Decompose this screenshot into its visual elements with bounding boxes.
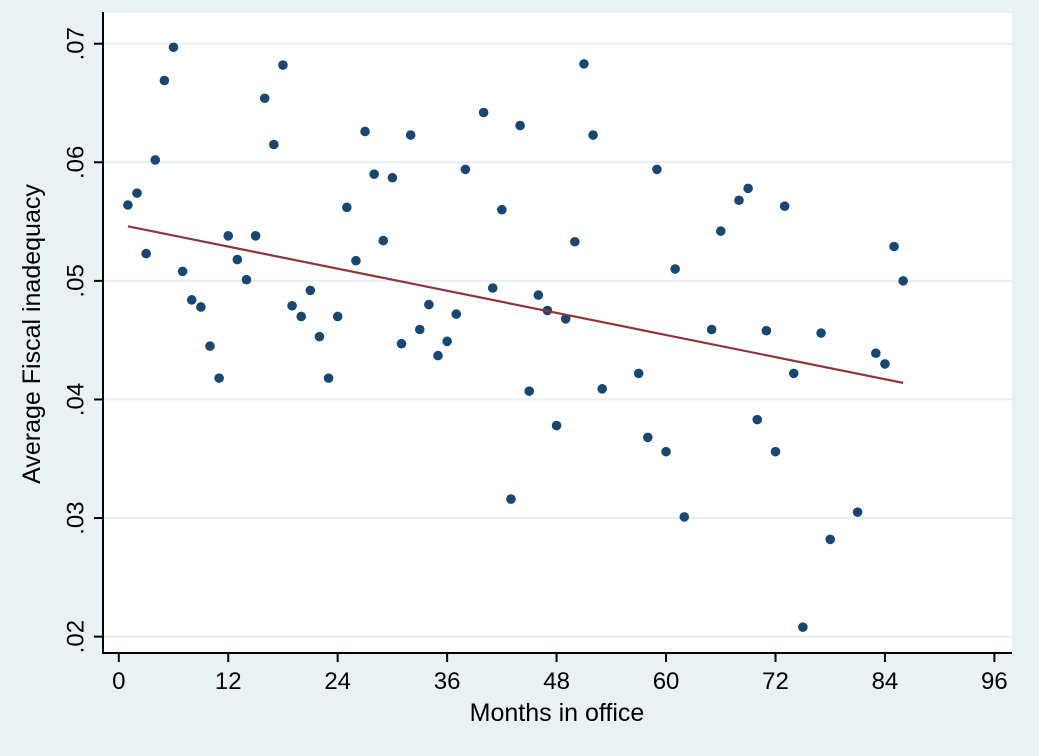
data-point — [515, 120, 525, 131]
x-tick-label: 12 — [215, 668, 242, 695]
data-point — [387, 172, 398, 183]
x-axis-title: Months in office — [470, 699, 645, 727]
data-point — [715, 226, 726, 236]
data-point — [196, 302, 206, 312]
data-point — [670, 264, 680, 274]
data-point — [798, 622, 808, 632]
data-point — [898, 276, 908, 286]
data-point — [259, 93, 270, 104]
data-point — [269, 139, 279, 150]
x-tick-label: 48 — [543, 668, 570, 695]
data-point — [579, 59, 589, 69]
data-point — [734, 195, 744, 206]
data-point — [560, 314, 571, 324]
data-point — [442, 336, 452, 347]
data-point — [451, 309, 462, 319]
x-tick-label: 24 — [324, 668, 351, 695]
data-point — [642, 432, 653, 443]
data-point — [296, 311, 306, 322]
data-point — [141, 248, 151, 259]
data-point — [880, 359, 890, 369]
data-point — [287, 300, 297, 311]
data-point — [770, 446, 781, 457]
x-tick-label: 36 — [434, 668, 461, 695]
plot-area — [103, 13, 1012, 653]
data-point — [332, 311, 343, 322]
data-point — [743, 183, 753, 194]
data-point — [633, 368, 644, 379]
data-point — [761, 325, 772, 336]
data-point — [460, 164, 471, 175]
data-point — [241, 274, 252, 285]
data-point — [597, 383, 607, 394]
data-point — [889, 241, 899, 252]
data-point — [661, 446, 671, 457]
data-point — [533, 290, 544, 300]
data-point — [159, 75, 170, 86]
data-point — [323, 373, 334, 383]
data-point — [351, 255, 361, 266]
data-point — [788, 368, 799, 379]
y-tick-label: .05 — [63, 264, 90, 297]
data-point — [186, 295, 197, 305]
x-tick-label: 96 — [981, 668, 1008, 695]
data-point — [360, 126, 370, 137]
data-point — [405, 130, 416, 140]
data-point — [378, 235, 389, 246]
data-point — [570, 236, 580, 247]
data-point — [506, 494, 516, 504]
data-point — [223, 231, 234, 241]
data-point — [177, 266, 188, 277]
data-point — [342, 202, 352, 213]
y-axis-title: Average Fiscal inadequacy — [18, 184, 46, 484]
data-point — [816, 328, 826, 338]
data-point — [652, 164, 662, 175]
data-point — [150, 155, 161, 165]
data-point — [779, 201, 790, 211]
data-point — [132, 188, 142, 198]
data-point — [232, 254, 243, 265]
y-tick-label: .03 — [63, 501, 90, 534]
data-point — [871, 348, 881, 359]
data-point — [123, 200, 133, 210]
data-point — [852, 507, 863, 517]
data-point — [214, 373, 224, 383]
data-point — [551, 420, 562, 431]
y-tick-label: .06 — [63, 146, 90, 179]
data-point — [706, 324, 717, 335]
x-tick-label: 84 — [872, 668, 899, 695]
data-point — [414, 324, 425, 335]
data-point — [278, 60, 288, 70]
data-point — [497, 204, 507, 215]
data-point — [487, 283, 498, 293]
y-tick-label: .07 — [63, 27, 90, 60]
data-point — [396, 338, 407, 349]
y-tick-label: .04 — [63, 383, 90, 416]
x-tick-label: 72 — [762, 668, 789, 695]
data-point — [478, 107, 489, 118]
data-point — [588, 130, 598, 140]
data-point — [524, 386, 535, 396]
y-tick-label: .02 — [63, 620, 90, 653]
data-point — [314, 331, 325, 342]
data-point — [205, 341, 215, 351]
x-tick-label: 60 — [653, 668, 680, 695]
data-point — [752, 414, 763, 425]
x-tick-label: 0 — [112, 668, 125, 695]
data-point — [305, 285, 316, 296]
data-point — [825, 534, 836, 545]
data-point — [433, 350, 443, 361]
data-point — [679, 512, 690, 522]
data-point — [168, 42, 179, 53]
data-point — [369, 169, 379, 179]
data-point — [424, 299, 434, 310]
data-point — [250, 231, 261, 241]
fit-line — [127, 225, 904, 384]
